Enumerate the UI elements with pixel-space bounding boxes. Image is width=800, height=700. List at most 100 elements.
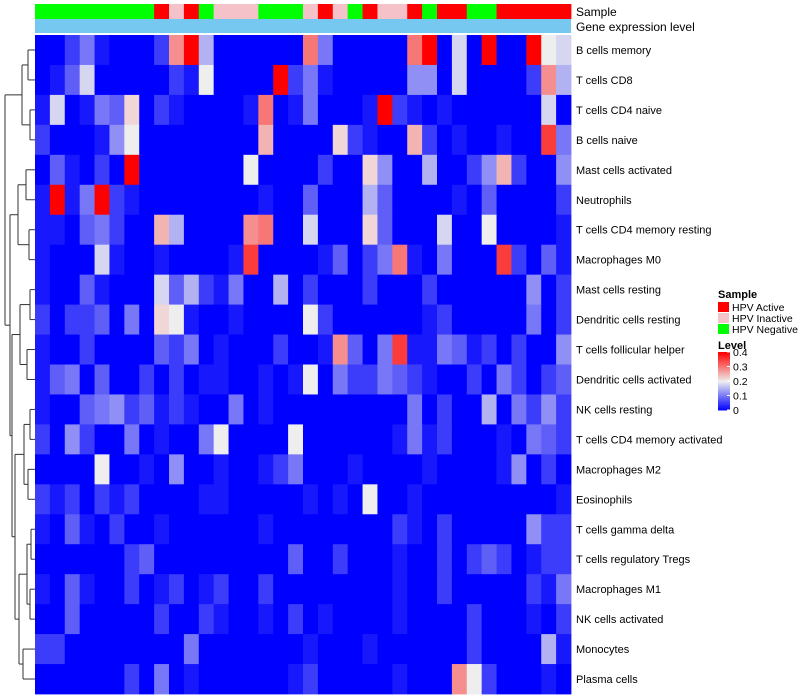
row-label: T cells CD4 memory resting [576,225,712,237]
heatmap-cell [273,304,289,335]
colorbar-segment [718,369,730,371]
heatmap-cell [347,35,363,66]
heatmap-cell [422,544,438,575]
heatmap-cell [392,244,408,276]
heatmap-cell [288,64,304,96]
heatmap-cell [511,364,527,395]
heatmap-cell [154,394,170,425]
heatmap-cell [303,574,319,605]
heatmap-cell [243,64,259,96]
heatmap-cell [228,664,244,695]
heatmap-cell [154,304,170,335]
colorbar-segment [718,365,730,367]
heatmap-cell [273,154,289,186]
heatmap-cell [169,484,185,515]
heatmap-cell [79,364,95,395]
heatmap-cell [183,514,200,545]
heatmap-cell [35,334,51,365]
heatmap-cell [526,334,542,365]
heatmap-cell [139,154,155,186]
heatmap-cell [139,274,155,305]
heatmap-cell [332,634,349,665]
heatmap-cell [377,634,393,665]
heatmap-cell [35,304,51,335]
heatmap-cell [392,634,408,665]
heatmap-cell [466,94,483,126]
heatmap-cell [437,154,453,186]
heatmap-cell [437,634,453,665]
heatmap-cell [64,64,81,96]
heatmap-cell [377,604,393,635]
heatmap-cell [94,274,110,305]
heatmap-cell [556,274,572,305]
heatmap-cell [511,154,527,186]
heatmap-cell [273,454,289,485]
heatmap-cell [362,214,378,246]
heatmap-cell [437,184,453,216]
heatmap-cell [496,304,512,335]
heatmap-cell [169,424,185,455]
colorbar-segment [718,367,730,369]
sample-bar-cell [273,4,289,19]
heatmap-cell [332,574,349,605]
sample-bar-cell [541,4,557,19]
heatmap-cell [124,634,140,665]
heatmap-cell [466,634,483,665]
heatmap-cell [139,124,155,156]
heatmap-cell [437,244,453,276]
heatmap-cell [437,484,453,515]
heatmap-cell [303,484,319,515]
heatmap-cell [526,604,542,635]
legend-level-title: Level [718,340,746,352]
heatmap-cell [303,244,319,276]
colorbar-segment [718,391,730,394]
heatmap-cell [422,274,438,305]
heatmap-cell [347,424,363,455]
heatmap-cell [64,574,81,605]
heatmap-cell [213,214,229,246]
heatmap-cell [377,454,393,485]
heatmap-cell [451,304,468,335]
heatmap-cell [332,154,349,186]
heatmap-cell [258,454,274,485]
heatmap-cell [49,154,66,186]
heatmap-cell [183,64,200,96]
heatmap-cell [422,664,438,695]
heatmap-cell [451,184,468,216]
heatmap-cell [154,484,170,515]
heatmap-cell [556,634,572,665]
row-label: B cells memory [576,45,652,57]
heatmap-cell [273,334,289,365]
heatmap-cell [303,154,319,186]
sample-bar-cell [303,4,319,19]
heatmap-cell [451,154,468,186]
heatmap-cell [258,154,274,186]
heatmap-cell [228,274,244,305]
colorbar-segment [718,389,730,392]
heatmap-cell [124,124,140,156]
heatmap-cell [377,154,393,186]
heatmap-cell [362,484,378,515]
heatmap-cell [64,244,81,276]
heatmap-cell [541,64,557,96]
heatmap-cell [437,124,453,156]
sample-bar-cell [332,4,349,19]
heatmap-cell [466,214,483,246]
heatmap-cell [317,214,334,246]
heatmap-cell [556,154,572,186]
heatmap-cell [273,544,289,575]
sample-bar-cell [437,4,453,19]
heatmap-cell [541,574,557,605]
legend-sample-title: Sample [718,289,757,301]
heatmap-cell [288,544,304,575]
heatmap-cell [49,214,66,246]
row-label: T cells follicular helper [576,345,685,357]
heatmap-cell [109,64,125,96]
heatmap-cell [556,394,572,425]
heatmap-cell [466,514,483,545]
heatmap-cell [273,64,289,96]
heatmap-cell [526,154,542,186]
heatmap-cell [288,394,304,425]
heatmap-cell [35,634,51,665]
heatmap-cell [64,454,81,485]
